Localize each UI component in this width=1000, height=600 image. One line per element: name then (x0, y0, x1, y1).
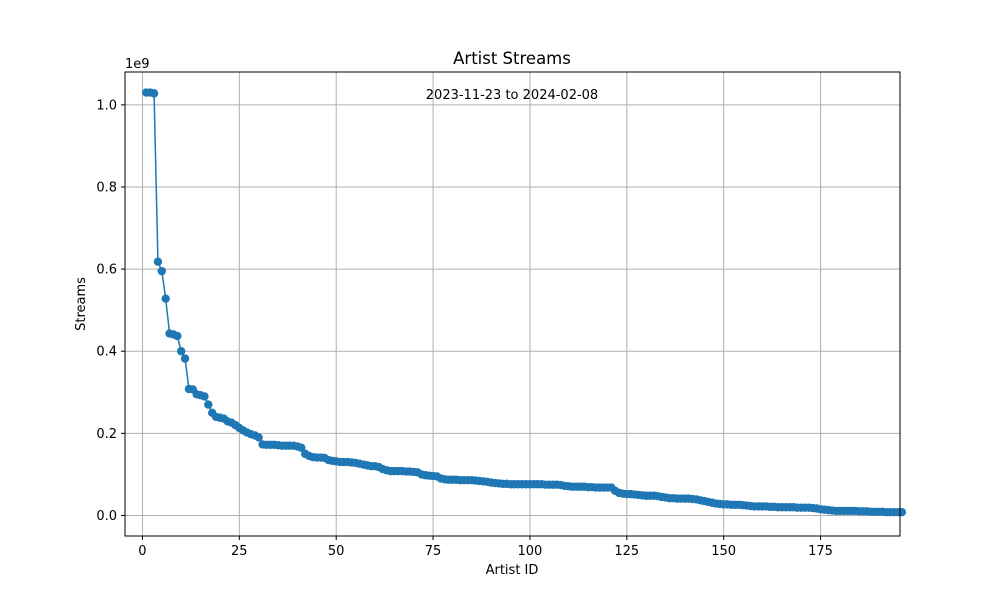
y-offset-label: 1e9 (125, 57, 150, 72)
y-tick-label: 0.4 (96, 345, 117, 360)
data-point (204, 400, 213, 409)
x-axis-ticks: 0 25 50 75 100 125 150 175 (138, 536, 833, 559)
chart-title: Artist Streams (453, 49, 571, 68)
data-point (254, 433, 263, 442)
y-axis-ticks: 0.0 0.2 0.4 0.6 0.8 1.0 (96, 98, 125, 524)
x-axis-label: Artist ID (486, 563, 539, 578)
x-tick-label: 125 (614, 544, 639, 559)
data-point (161, 294, 170, 303)
x-tick-label: 0 (138, 544, 146, 559)
y-axis-label: Streams (74, 277, 89, 331)
y-tick-label: 0.0 (96, 509, 117, 524)
x-tick-label: 75 (425, 544, 442, 559)
x-tick-label: 150 (711, 544, 736, 559)
data-point (157, 266, 167, 276)
data-point (297, 443, 306, 452)
date-range-annotation: 2023-11-23 to 2024-02-08 (426, 88, 598, 103)
data-point (153, 257, 163, 266)
y-tick-label: 0.2 (96, 427, 117, 442)
y-tick-label: 1.0 (96, 98, 117, 113)
x-tick-label: 50 (328, 544, 345, 559)
y-tick-label: 0.6 (96, 263, 117, 278)
axes-background (125, 72, 900, 536)
data-point (149, 89, 159, 98)
data-point (897, 507, 907, 517)
series-markers (142, 88, 907, 517)
data-point (200, 392, 209, 401)
data-point (180, 354, 190, 363)
data-point (173, 331, 182, 341)
axes-frame (124, 71, 901, 537)
plot-area: 0 25 50 75 100 125 150 175 0.0 0.2 0.4 0.6 0.8 1.0 2… (96, 57, 907, 559)
x-tick-label: 175 (808, 544, 833, 559)
y-gridlines (125, 104, 900, 516)
x-tick-label: 100 (518, 544, 543, 559)
data-point (176, 347, 186, 356)
x-tick-label: 25 (231, 544, 248, 559)
y-tick-label: 0.8 (96, 180, 117, 195)
x-gridlines (141, 72, 822, 536)
